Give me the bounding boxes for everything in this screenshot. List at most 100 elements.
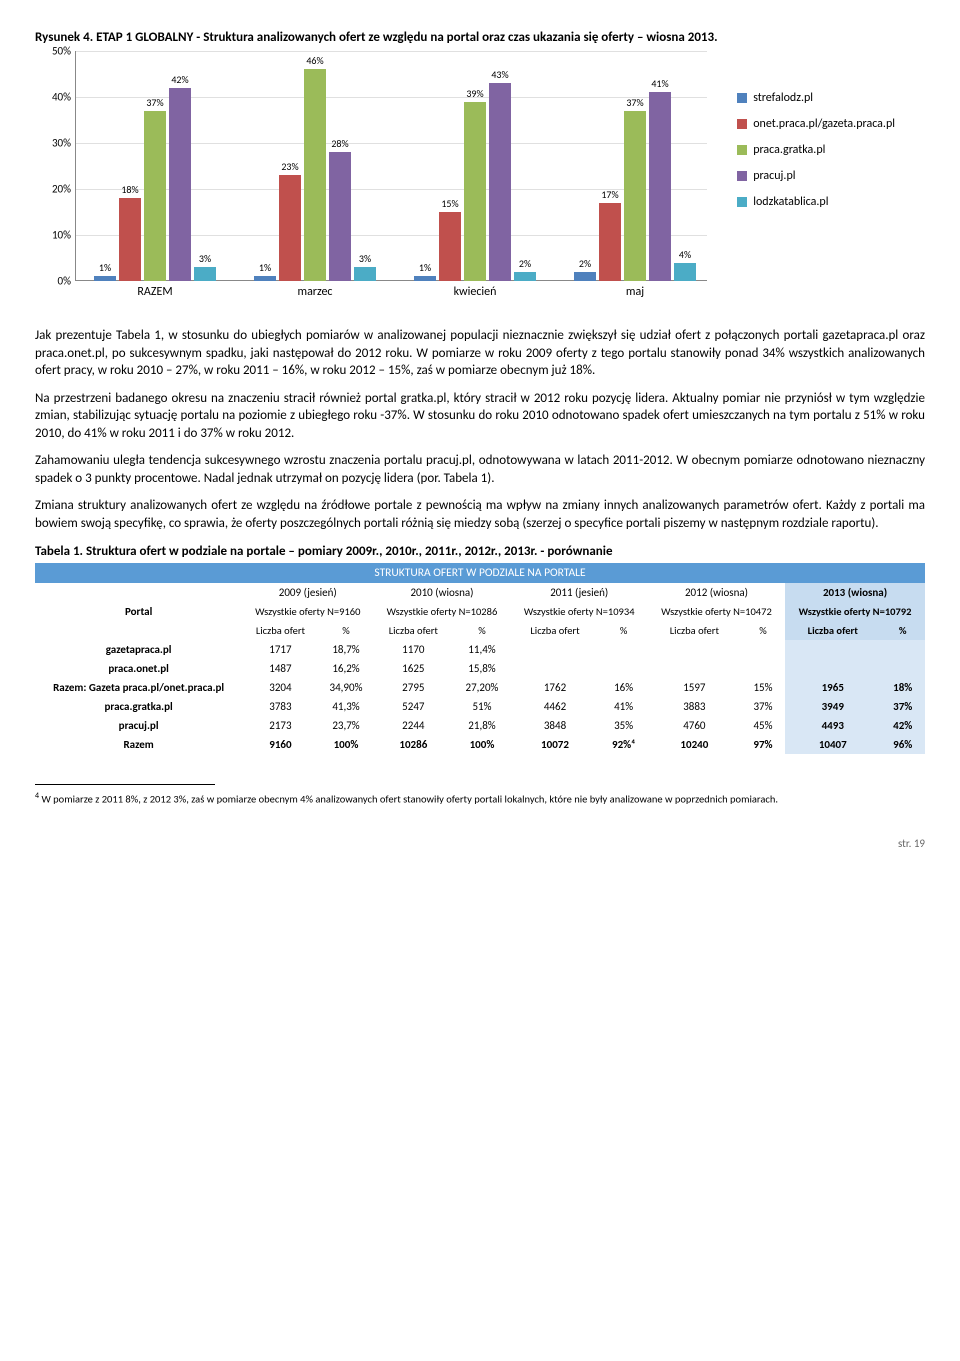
table-cell: 100% [319,735,374,754]
footnote-text: W pomiarze z 2011 8%, z 2012 3%, zaś w p… [41,793,778,806]
bar: 1% [94,261,116,281]
table-cell: 10240 [648,735,741,754]
bar-rect [144,111,166,281]
table-cell: 51% [453,697,510,716]
table-cell: 9160 [242,735,318,754]
year-header: 2010 (wiosna) [373,583,510,602]
table-cell: 1625 [373,659,453,678]
row-label: gazetapraca.pl [35,640,242,659]
bar-rect [94,276,116,281]
row-label: Razem: Gazeta praca.pl/onet.praca.pl [35,678,242,697]
figure-title: Rysunek 4. ETAP 1 GLOBALNY - Struktura a… [35,30,925,45]
y-tick-label: 0% [58,275,71,288]
year-header: 2013 (wiosna) [785,583,925,602]
year-subheader: Wszystkie oferty N=10472 [648,602,785,621]
bar: 23% [279,160,301,281]
row-label: praca.gratka.pl [35,697,242,716]
year-subheader: Wszystkie oferty N=10934 [511,602,648,621]
table-cell: 2795 [373,678,453,697]
year-subheader: Wszystkie oferty N=9160 [242,602,373,621]
table-cell: 3949 [785,697,880,716]
bar-rect [254,276,276,281]
bar-value-label: 39% [466,87,483,100]
table-cell: 3883 [648,697,741,716]
bar-value-label: 1% [419,261,431,274]
bar: 42% [169,73,191,281]
bar: 37% [624,96,646,281]
legend-label: lodzkatablica.pl [753,195,828,209]
table-cell: 1487 [242,659,318,678]
y-tick-label: 50% [52,45,71,58]
row-label: praca.onet.pl [35,659,242,678]
paragraph-1: Jak prezentuje Tabela 1, w stosunku do u… [35,327,925,380]
bar: 4% [674,248,696,281]
table-cell: 15,8% [453,659,510,678]
legend-label: strefalodz.pl [753,91,813,105]
bar: 39% [464,87,486,281]
x-tick-label: maj [626,285,644,299]
table-row: praca.gratka.pl378341,3%524751%446241%38… [35,697,925,716]
table-cell: 5247 [373,697,453,716]
bar-rect [194,267,216,281]
pct-header: % [599,621,647,640]
table-title: Tabela 1. Struktura ofert w podziale na … [35,544,925,559]
table-cell: 34,90% [319,678,374,697]
table-cell [785,659,880,678]
year-subheader: Wszystkie oferty N=10286 [373,602,510,621]
y-tick-label: 40% [52,91,71,104]
bar-value-label: 3% [199,252,211,265]
comparison-table: STRUKTURA OFERT W PODZIALE NA PORTALE Po… [35,563,925,754]
table-cell: 3848 [511,716,600,735]
table-cell: 1762 [511,678,600,697]
bar-value-label: 1% [99,261,111,274]
bar-rect [119,198,141,281]
table-cell: 37% [741,697,785,716]
bar-rect [354,267,376,281]
y-tick-label: 20% [52,183,71,196]
row-label: pracuj.pl [35,716,242,735]
table-cell: 4760 [648,716,741,735]
bar-rect [414,276,436,281]
bar: 3% [354,252,376,281]
x-tick-label: RAZEM [137,285,172,299]
legend-item: praca.gratka.pl [737,143,925,157]
table-cell [511,640,600,659]
y-tick-label: 10% [52,229,71,242]
table-cell [741,640,785,659]
row-label: Razem [35,735,242,754]
table-cell: 1965 [785,678,880,697]
table-cell [511,659,600,678]
table-cell: 41,3% [319,697,374,716]
bar: 18% [119,183,141,281]
plot-region: 1%18%37%42%3%1%23%46%28%3%1%15%39%43%2%2… [75,51,707,281]
paragraph-3: Zahamowaniu uległa tendencja sukcesywneg… [35,452,925,487]
x-tick-label: kwiecień [454,285,497,299]
bar: 41% [649,77,671,281]
bar-rect [599,203,621,281]
table-cell [741,659,785,678]
bar-group: 2% 17%37%41%4% [574,77,696,281]
bar: 17% [599,188,621,281]
table-cell: 27,20% [453,678,510,697]
legend-swatch [737,197,747,207]
table-cell [648,659,741,678]
count-header: Liczba ofert [511,621,600,640]
legend-swatch [737,119,747,129]
table-cell: 21,8% [453,716,510,735]
table-cell: 2244 [373,716,453,735]
table-cell: 4462 [511,697,600,716]
legend-item: onet.praca.pl/gazeta.praca.pl [737,117,925,131]
bar: 43% [489,68,511,281]
x-axis-labels: RAZEMmarzeckwiecieńmaj [75,285,707,305]
footnote-marker: 4 [35,791,39,801]
bar-value-label: 18% [121,183,138,196]
bar-value-label: 46% [306,54,323,67]
table-cell: 100% [453,735,510,754]
table-cell: 3783 [242,697,318,716]
bar-value-label: 2% [579,257,591,270]
bar-value-label: 2% [519,257,531,270]
legend-label: onet.praca.pl/gazeta.praca.pl [753,117,895,131]
footnote-rule [35,784,215,785]
bar-value-label: 15% [441,197,458,210]
table-row: Razem9160100%10286100%1007292%⁴1024097%1… [35,735,925,754]
